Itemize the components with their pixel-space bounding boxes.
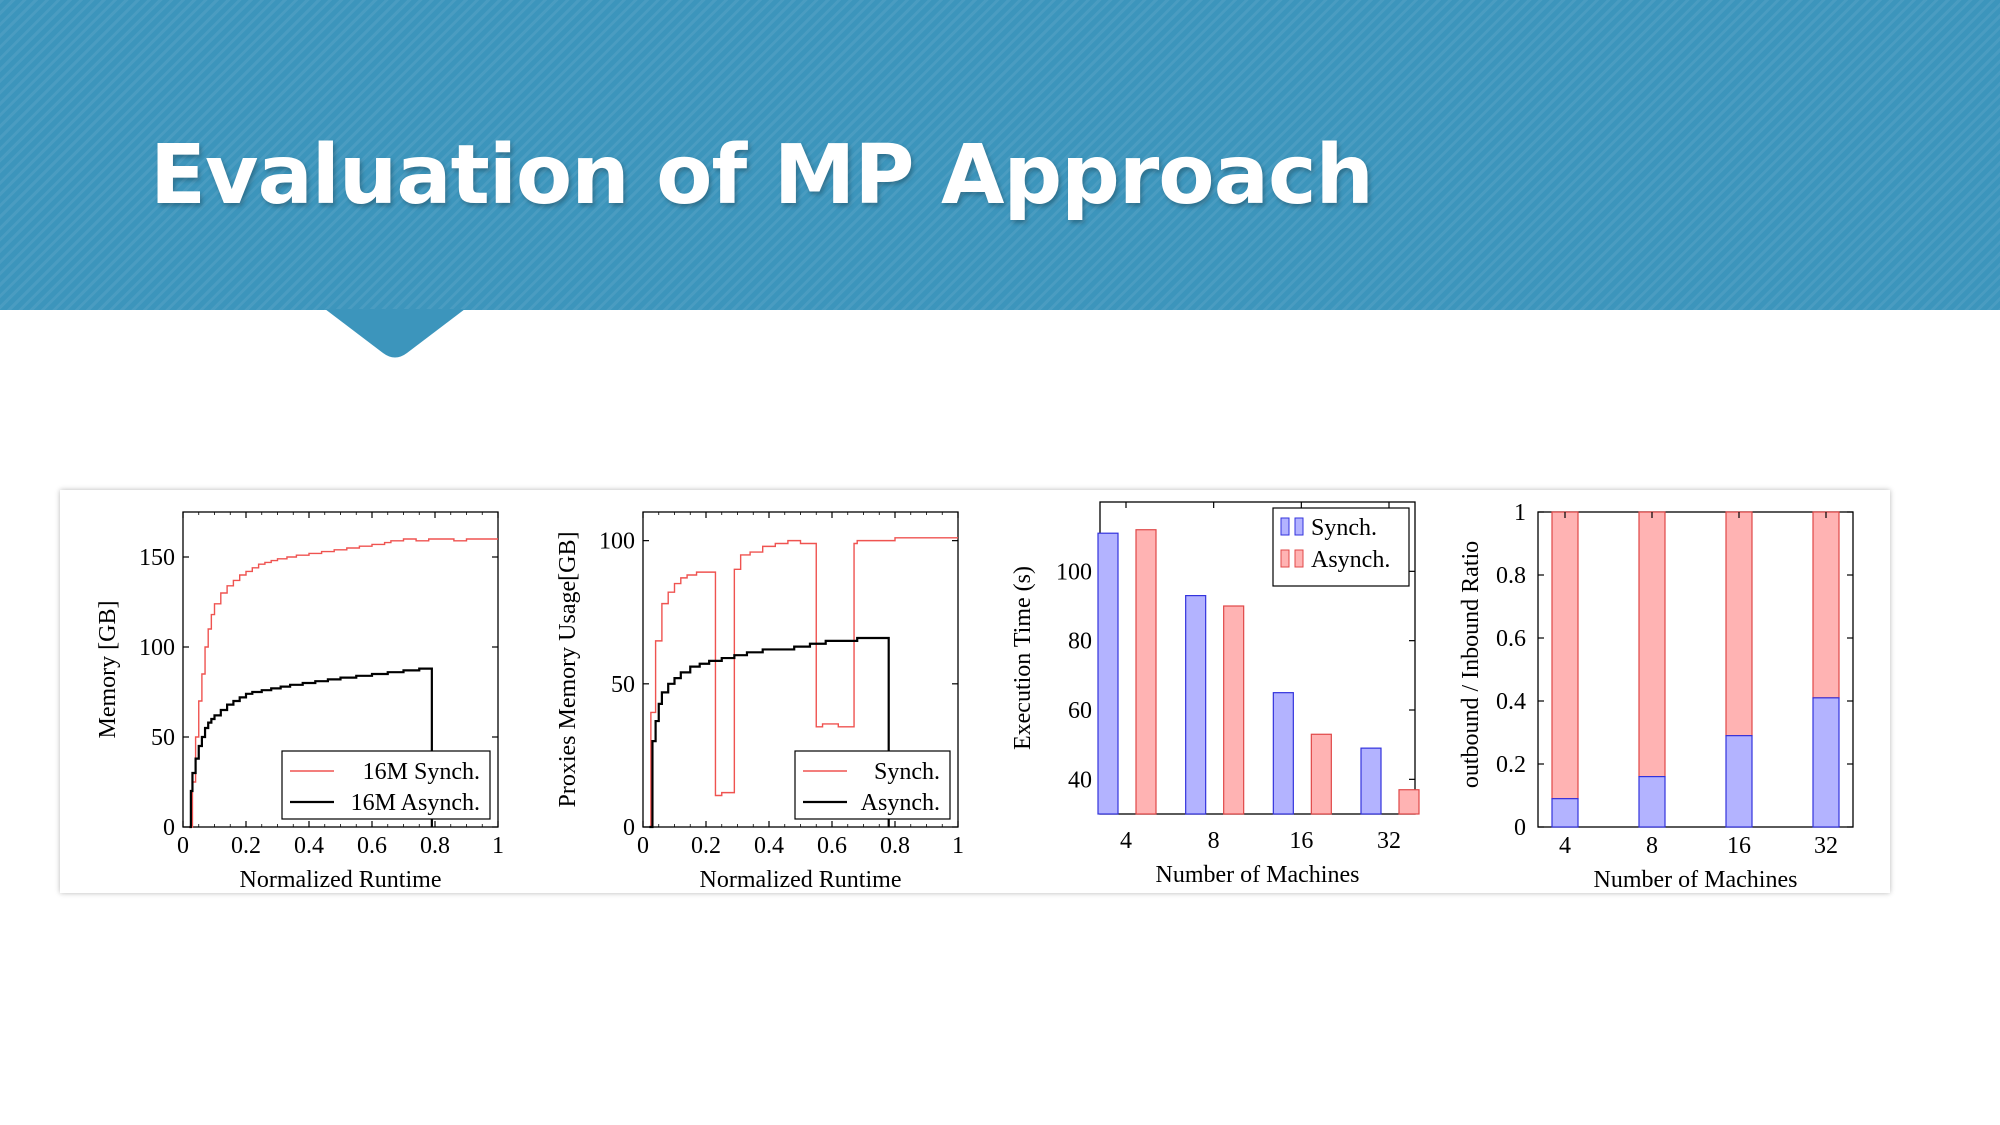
y-tick-label: 0 [1514, 815, 1526, 841]
x-tick-label: 32 [1377, 828, 1401, 854]
bar-segment-lower-8 [1638, 776, 1666, 828]
chart-4: 0 0.2 0.4 0.6 0.8 1 4 8 16 32 Number of Machines ou… [1458, 500, 1854, 893]
bar-segment-upper-4 [1551, 511, 1579, 800]
y-tick-label: 100 [1056, 559, 1092, 585]
bar-segment-lower-16 [1725, 735, 1753, 828]
x-tick-label: 32 [1814, 833, 1838, 859]
series-line-synch [650, 537, 958, 827]
bar-asynch-16 [1310, 733, 1332, 815]
banner-notch [325, 309, 465, 358]
x-tick-label: 1 [492, 833, 504, 859]
title-banner [0, 0, 2000, 310]
legend-box [794, 750, 951, 820]
x-axis-label: Number of Machines [1156, 862, 1360, 888]
x-axis-label: Normalized Runtime [700, 867, 902, 893]
x-tick-label: 0.4 [754, 833, 784, 859]
y-tick-label: 40 [1068, 767, 1092, 793]
bar-synch-16 [1272, 692, 1294, 815]
y-axis-label: Proxies Memory Usage[GB] [555, 532, 581, 808]
y-tick-label: 100 [139, 635, 175, 661]
x-tick-label: 0.2 [231, 833, 261, 859]
legend-label: Asynch. [1311, 547, 1390, 573]
y-tick-label: 80 [1068, 629, 1092, 655]
x-tick-label: 4 [1120, 828, 1132, 854]
x-tick-label: 1 [952, 833, 964, 859]
x-tick-label: 4 [1559, 833, 1571, 859]
legend-swatch [1294, 549, 1304, 568]
legend-label: 16M Synch. [363, 759, 480, 785]
y-tick-label: 60 [1068, 698, 1092, 724]
series-line-asynch [649, 636, 890, 829]
y-axis-label: outbound / Inbound Ratio [1458, 541, 1484, 788]
x-tick-label: 16 [1289, 828, 1313, 854]
y-tick-label: 50 [611, 672, 635, 698]
y-tick-label: 0.2 [1496, 752, 1526, 778]
x-tick-label: 8 [1208, 828, 1220, 854]
x-axis-label: Normalized Runtime [240, 867, 442, 893]
y-tick-label: 1 [1514, 500, 1526, 526]
x-tick-label: 0 [177, 833, 189, 859]
bar-synch-8 [1185, 594, 1207, 815]
bar-segment-lower-32 [1812, 697, 1840, 828]
bar-segment-upper-16 [1725, 511, 1753, 737]
x-tick-label: 16 [1727, 833, 1751, 859]
legend-label: Synch. [874, 759, 940, 785]
legend-label: Synch. [1311, 515, 1377, 541]
legend: 16M Synch. 16M Asynch. [281, 750, 491, 820]
y-tick-label: 0.8 [1496, 563, 1526, 589]
x-tick-label: 0.8 [880, 833, 910, 859]
series-line-asynch [189, 667, 433, 829]
x-axis-label: Number of Machines [1594, 867, 1798, 893]
bar-asynch-32 [1398, 789, 1420, 815]
x-tick-label: 0.8 [420, 833, 450, 859]
legend-swatch [1280, 517, 1290, 536]
legend: Synch. Asynch. [1272, 507, 1410, 587]
plot-frame [1537, 511, 1854, 828]
x-tick-label: 0.2 [691, 833, 721, 859]
x-tick-label: 0 [637, 833, 649, 859]
x-tick-label: 0.4 [294, 833, 324, 859]
bar-synch-4 [1097, 532, 1119, 815]
x-tick-label: 8 [1646, 833, 1658, 859]
bar-segment-upper-8 [1638, 511, 1666, 778]
y-axis-label: Execution Time (s) [1010, 566, 1036, 750]
y-tick-label: 0 [163, 815, 175, 841]
chart-1: 0 0.2 0.4 0.6 0.8 1 0 50 100 150 Normalized Runtim… [95, 511, 504, 893]
bar-segment-upper-32 [1812, 511, 1840, 699]
bar-segment-lower-4 [1551, 798, 1579, 828]
y-tick-label: 0.6 [1496, 626, 1526, 652]
y-tick-label: 50 [151, 725, 175, 751]
legend-label: 16M Asynch. [351, 790, 480, 816]
legend-box [281, 750, 491, 820]
y-axis-label: Memory [GB] [95, 601, 121, 739]
bar-asynch-4 [1135, 529, 1157, 815]
legend: Synch. Asynch. [794, 750, 951, 820]
legend-swatch [1294, 517, 1304, 536]
legend-swatch [1280, 549, 1290, 568]
y-tick-label: 150 [139, 545, 175, 571]
x-tick-label: 0.6 [357, 833, 387, 859]
y-tick-label: 100 [599, 529, 635, 555]
legend-label: Asynch. [861, 790, 940, 816]
y-tick-label: 0 [623, 815, 635, 841]
bar-synch-32 [1360, 747, 1382, 815]
slide-title: Evaluation of MP Approach [150, 128, 1374, 223]
x-tick-label: 0.6 [817, 833, 847, 859]
chart-3: 40 60 80 100 4 8 16 32 Number of Machines Executi… [1010, 501, 1420, 888]
series-line-synch [189, 538, 498, 828]
figure-panel: 0 0.2 0.4 0.6 0.8 1 0 50 100 150 Normalized Runtim… [60, 490, 1890, 893]
y-tick-label: 0.4 [1496, 689, 1526, 715]
chart-2: 0 0.2 0.4 0.6 0.8 1 0 50 100 Normalized Runtime Pr… [555, 511, 964, 893]
bar-asynch-8 [1223, 605, 1245, 815]
